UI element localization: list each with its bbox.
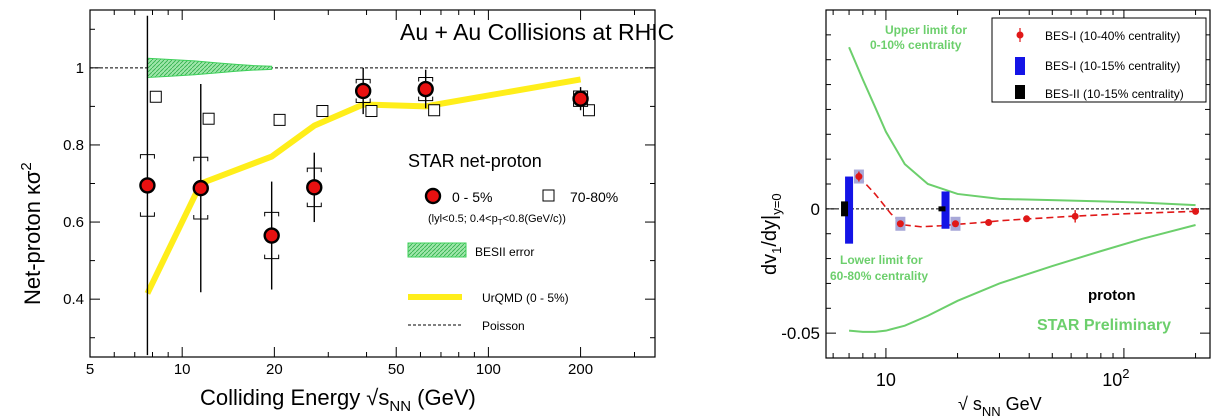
legend-besii-swatch	[407, 242, 467, 258]
bes1-1040-point	[1071, 212, 1079, 220]
bes2-1015-bar	[841, 201, 849, 217]
bes1-1015-bar	[845, 176, 854, 244]
upper-limit-curve	[848, 46, 1196, 207]
central-sys-error	[139, 154, 155, 159]
bes1-1040-point	[896, 220, 904, 228]
central-sys-error	[355, 78, 371, 84]
bes1-1040-point	[1023, 215, 1031, 223]
peripheral-point	[316, 105, 329, 118]
right-legend: BES-I (10-40% centrality) BES-I (10-15% …	[991, 17, 1207, 103]
legend-bes1-1015-label: BES-I (10-15% centrality)	[1045, 59, 1180, 73]
left-x-axis-label: Colliding Energy √sNN (GeV)	[200, 385, 476, 415]
x-tick-label: 10	[876, 370, 896, 390]
central-sys-error	[193, 156, 209, 162]
central-sys-error	[418, 96, 434, 102]
left-y-axis-label: Net-proton κσ2	[18, 162, 45, 305]
central-point	[192, 179, 209, 197]
legend-title: STAR net-proton	[408, 151, 542, 171]
left-chart-title: Au + Au Collisions at RHIC	[400, 19, 674, 45]
y-tick-label: 0.6	[63, 214, 84, 231]
x-tick-label: 200	[568, 361, 593, 378]
left-legend: STAR net-proton 0 - 5% 70-80% (lyl<0.5; …	[407, 151, 618, 333]
x-tick-label-100: 102	[1102, 366, 1129, 390]
legend-central-marker	[424, 187, 442, 205]
besii-error-band	[146, 57, 273, 79]
legend-bes1-1040-marker	[1016, 28, 1024, 42]
central-point	[306, 179, 323, 196]
lower-limit-label-1: Lower limit for	[840, 253, 923, 267]
fit-curve	[858, 175, 1196, 228]
preliminary-label: STAR Preliminary	[1037, 317, 1171, 334]
left-chart: 5 10 20 50 100 200 0.4 0.6 0.8 1 Au + Au Collisio…	[18, 9, 674, 415]
legend-bes2-1015-marker	[1015, 85, 1025, 99]
legend-bes1-1040-label: BES-I (10-40% centrality)	[1045, 29, 1180, 43]
right-y-axis-label: dv1/dy|y=0	[759, 193, 784, 275]
bes1-1040-point	[855, 173, 863, 181]
central-sys-error	[418, 76, 434, 82]
legend-peripheral-label: 70-80%	[570, 189, 618, 205]
x-tick-label: 50	[388, 361, 405, 378]
peripheral-point	[202, 112, 215, 125]
legend-peripheral-marker	[542, 189, 555, 202]
central-point	[354, 82, 372, 100]
y-tick-label: 0.4	[63, 291, 84, 308]
central-sys-error	[264, 254, 280, 260]
y-tick-label: -0.05	[781, 324, 820, 343]
x-tick-label: 20	[266, 361, 283, 378]
bes1-1040-point	[1192, 207, 1200, 215]
legend-central-label: 0 - 5%	[452, 189, 492, 205]
central-point	[139, 177, 156, 194]
legend-urqmd-label: UrQMD (0 - 5%)	[482, 291, 569, 305]
peripheral-point	[365, 105, 378, 118]
bes2-1015-bar	[938, 206, 946, 212]
right-legend-box	[991, 17, 1207, 103]
legend-poisson-label: Poisson	[482, 319, 525, 333]
y-tick-label: 1	[76, 60, 84, 77]
central-point	[417, 80, 434, 98]
central-sys-error	[193, 214, 209, 220]
y-tick-label: 0.8	[63, 137, 84, 154]
central-sys-error	[355, 98, 371, 104]
central-sys-error	[139, 212, 155, 217]
central-sys-error	[306, 202, 322, 208]
central-sys-error	[306, 167, 322, 173]
bes1-1040-point	[985, 219, 993, 227]
peripheral-point	[428, 104, 441, 117]
lower-limit-curve	[848, 224, 1196, 333]
upper-limit-label-1: Upper limit for	[885, 23, 967, 37]
legend-besii-label: BESII error	[475, 245, 534, 259]
peripheral-point	[582, 104, 595, 117]
central-point	[572, 90, 589, 107]
peripheral-point	[273, 113, 286, 126]
right-chart: -0.05 0 10 102 Upper limit for 0-10% centra…	[759, 9, 1211, 419]
x-tick-label: 10	[174, 361, 191, 378]
bes1-1015-bar	[941, 191, 950, 229]
upper-limit-label-2: 0-10% centrality	[870, 38, 962, 52]
legend-bes2-1015-label: BES-II (10-15% centrality)	[1045, 87, 1184, 101]
right-x-axis-label: √ sNN GeV	[958, 394, 1042, 419]
legend-cuts: (lyl<0.5; 0.4<pT<0.8(GeV/c))	[428, 213, 566, 227]
x-tick-label: 100	[476, 361, 501, 378]
central-point	[263, 227, 280, 244]
legend-bes1-1015-marker	[1015, 57, 1025, 75]
y-tick-label: 0	[811, 200, 820, 219]
x-tick-label: 5	[86, 361, 94, 378]
peripheral-point	[149, 90, 162, 103]
lower-limit-label-2: 60-80% centrality	[830, 269, 928, 283]
bes1-1040-point	[951, 220, 959, 228]
central-sys-error	[264, 211, 280, 217]
species-label: proton	[1088, 287, 1135, 304]
